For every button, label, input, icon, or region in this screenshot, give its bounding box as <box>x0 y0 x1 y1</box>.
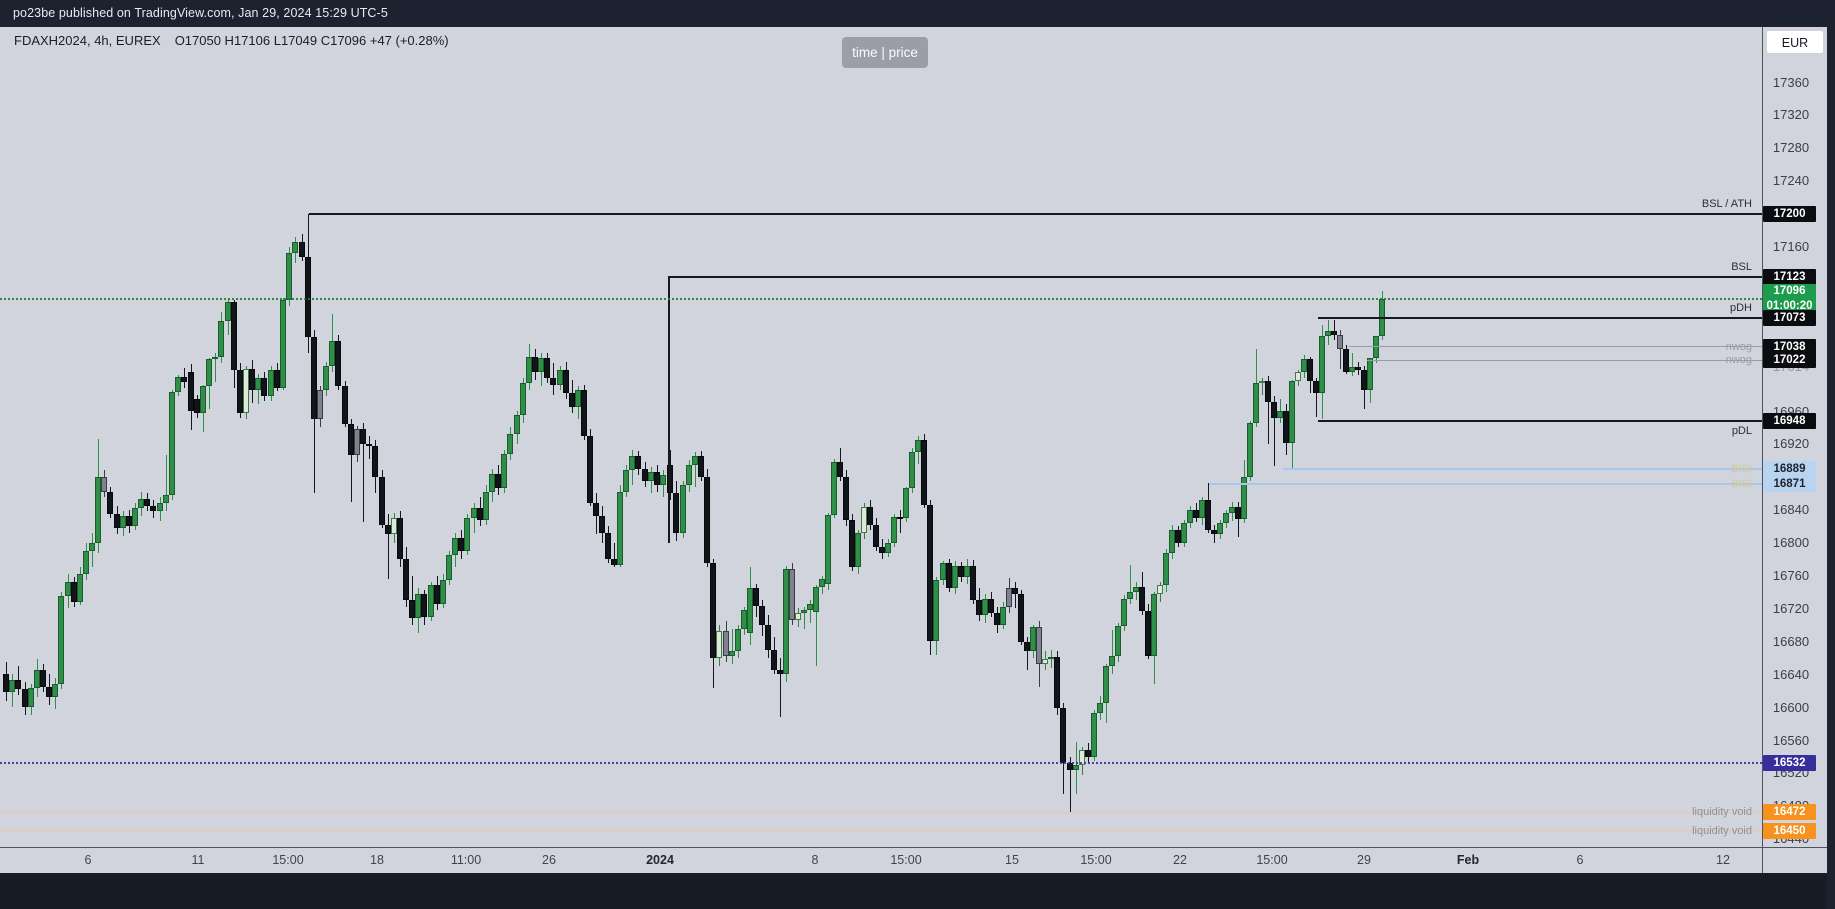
ohlc-values: O17050 H17106 L17049 C17096 +47 (+0.28%) <box>174 33 449 48</box>
price-axis[interactable] <box>1762 27 1828 873</box>
footer-bar: TradingView <box>0 873 1835 909</box>
time-price-button[interactable]: time | price <box>842 37 928 68</box>
window-edge <box>1827 0 1835 909</box>
symbol-legend: FDAXH2024, 4h, EUREX O17050 H17106 L17049… <box>14 33 449 48</box>
symbol-title: FDAXH2024, 4h, EUREX <box>14 33 161 48</box>
publish-bar: po23be published on TradingView.com, Jan… <box>0 0 1835 27</box>
axis-corner <box>1762 847 1828 874</box>
time-axis[interactable] <box>0 847 1762 874</box>
publish-text: po23be published on TradingView.com, Jan… <box>13 6 388 20</box>
currency-button[interactable]: EUR <box>1766 30 1824 54</box>
chart-canvas[interactable] <box>0 27 1762 847</box>
